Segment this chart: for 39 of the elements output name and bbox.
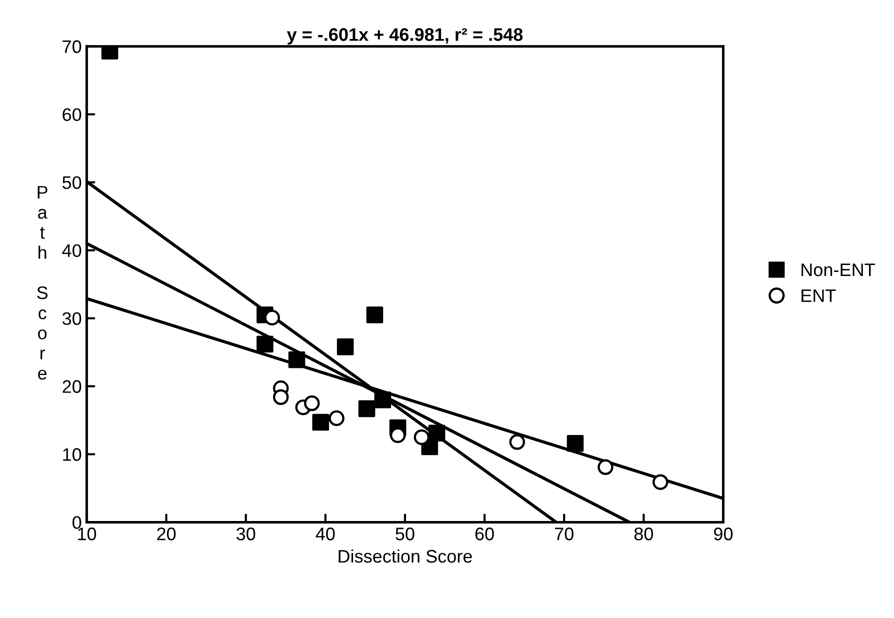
- y-tick-label: 20: [62, 380, 82, 393]
- point: [414, 429, 430, 446]
- point: [272, 389, 289, 406]
- x-tick-label: 70: [555, 528, 574, 540]
- y-tick-label: 70: [62, 40, 82, 54]
- legend-label: ENT: [802, 289, 836, 302]
- text: Path Score: [37, 186, 48, 380]
- point: [366, 306, 384, 324]
- legend-label: Non-ENT: [802, 264, 875, 276]
- point: [509, 434, 526, 450]
- x-tick-label: 30: [236, 528, 256, 540]
- y-tick-label: 40: [62, 244, 82, 258]
- point: [312, 414, 330, 431]
- point: [652, 474, 668, 490]
- x-tick-label: 90: [714, 528, 733, 540]
- y-tick-label: 60: [62, 108, 82, 122]
- x-tick-label: 60: [475, 528, 494, 540]
- point: [374, 391, 392, 408]
- point: [336, 338, 354, 356]
- x-axis-title: Dissection Score: [338, 549, 472, 563]
- y-tick-label: 10: [63, 448, 82, 461]
- point: [256, 336, 274, 352]
- y-tick-label: 50: [62, 176, 82, 190]
- point: [304, 395, 320, 412]
- x-tick-label: 50: [396, 528, 414, 540]
- point: [428, 424, 446, 442]
- point: [358, 400, 376, 418]
- point: [566, 434, 584, 452]
- x-tick-label: 80: [634, 528, 654, 540]
- chart-title: y = -.601x + 46.981, r² = .548: [286, 28, 523, 45]
- point: [264, 310, 280, 326]
- y-tick-label: 30: [62, 312, 82, 325]
- point: [598, 459, 614, 476]
- point: [288, 351, 306, 368]
- y-tick-label: 0: [72, 516, 82, 529]
- x-tick-label: 20: [157, 528, 176, 540]
- point: [328, 410, 344, 426]
- x-tick-label: 10: [78, 528, 96, 540]
- x-tick-label: 40: [316, 528, 335, 540]
